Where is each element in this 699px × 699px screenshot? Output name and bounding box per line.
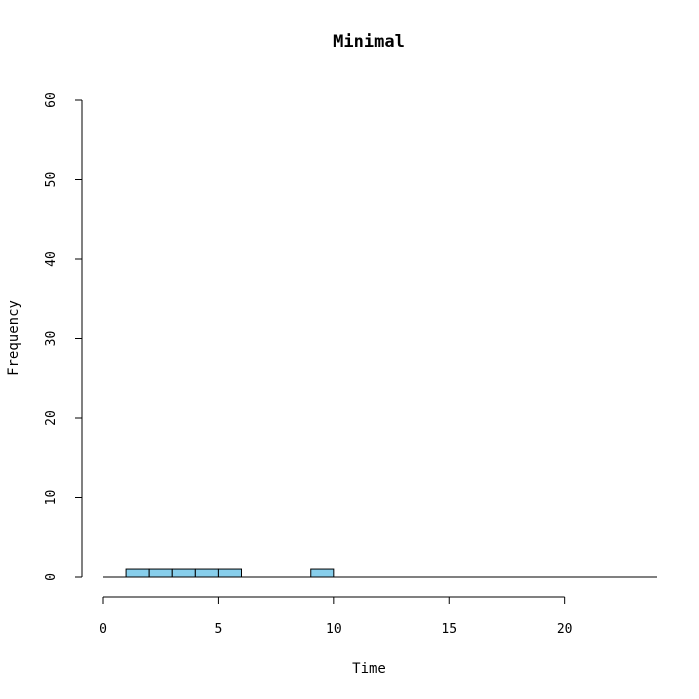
- x-axis-label: Time: [352, 661, 386, 677]
- histogram-bar: [171, 568, 196, 578]
- chart-title: Minimal: [333, 32, 405, 52]
- y-axis: 0 10 20 30 40 50 60: [44, 92, 83, 581]
- y-tick-label: 60: [44, 92, 59, 108]
- histogram-bar: [125, 568, 150, 578]
- bars-group: [103, 568, 657, 578]
- x-tick-label: 0: [99, 622, 107, 637]
- y-tick-label: 0: [44, 573, 59, 581]
- x-tick-label: 10: [326, 622, 342, 637]
- y-tick-label: 30: [44, 331, 59, 347]
- histogram-bar: [194, 568, 219, 578]
- y-tick-label: 50: [44, 172, 59, 188]
- y-axis-label: Frequency: [6, 300, 22, 376]
- x-tick-label: 5: [215, 622, 223, 637]
- y-tick-label: 40: [44, 251, 59, 267]
- histogram-bar: [217, 568, 243, 578]
- histogram-bar: [148, 568, 173, 578]
- x-tick-label: 20: [557, 622, 573, 637]
- x-tick-label: 15: [441, 622, 457, 637]
- histogram-bar: [310, 568, 335, 578]
- y-tick-label: 20: [44, 410, 59, 426]
- y-tick-label: 10: [44, 490, 59, 506]
- x-axis: 0 5 10 15 20: [99, 596, 573, 637]
